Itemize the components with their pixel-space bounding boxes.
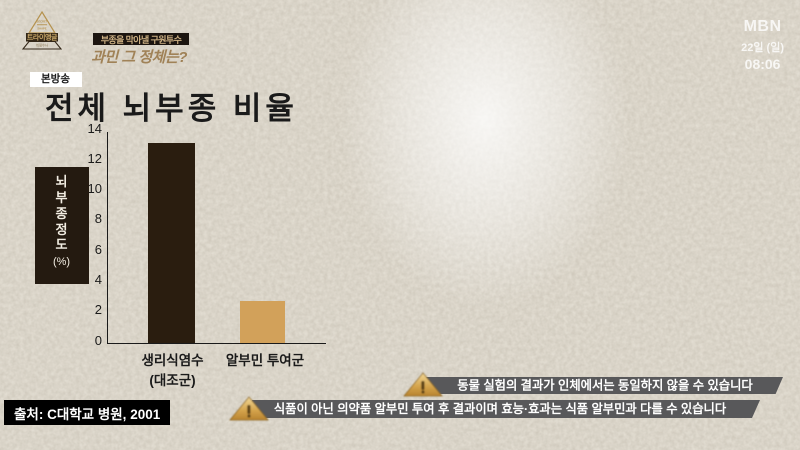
svg-text:식품이 아닌 의약품 알부민 투여 후 결과이며 효능·효과: 식품이 아닌 의약품 알부민 투여 후 결과이며 효능·효과는 식품 알부민과 … xyxy=(274,401,727,416)
svg-text:동물 실험의 결과가 인체에서는 동일하지 않을 수 있습니: 동물 실험의 결과가 인체에서는 동일하지 않을 수 있습니다 xyxy=(457,378,753,393)
